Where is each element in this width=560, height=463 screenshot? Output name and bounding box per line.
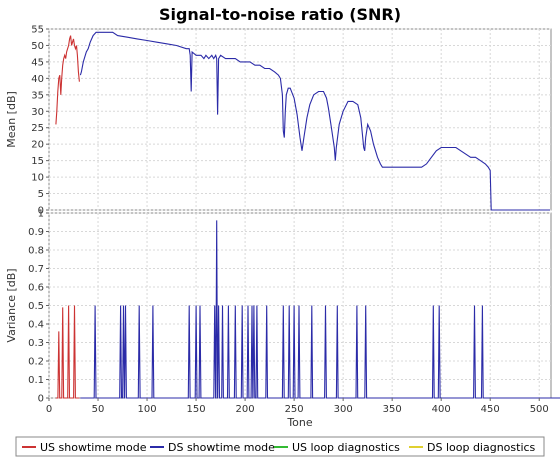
series-spikes xyxy=(55,305,80,399)
variance-y-axis-label: Variance [dB] xyxy=(5,268,18,342)
legend-label: US loop diagnostics xyxy=(292,441,400,454)
x-tick-label: 200 xyxy=(236,404,255,415)
y-tick-label: 0.7 xyxy=(28,264,44,275)
y-tick-label: 0.2 xyxy=(28,357,44,368)
x-axis-label: Tone xyxy=(286,416,313,429)
variance-series-lines xyxy=(55,220,560,399)
y-tick-label: 0 xyxy=(38,206,44,217)
y-tick-label: 0 xyxy=(38,394,44,405)
y-tick-label: 50 xyxy=(31,41,44,52)
legend-label: DS showtime mode xyxy=(168,441,275,454)
x-tick-label: 50 xyxy=(92,404,105,415)
y-tick-label: 10 xyxy=(31,173,44,184)
legend: US showtime mode DS showtime mode US loop … xyxy=(15,436,545,457)
mean-series-lines xyxy=(55,31,550,211)
y-tick-label: 0.5 xyxy=(28,301,44,312)
y-tick-label: 0.1 xyxy=(28,375,44,386)
legend-label: DS loop diagnostics xyxy=(427,441,536,454)
y-tick-label: 1 xyxy=(38,209,44,220)
x-tick-label: 450 xyxy=(481,404,500,415)
y-tick-label: 0.6 xyxy=(28,283,44,294)
y-tick-label: 0.4 xyxy=(28,320,44,331)
x-tick-label: 500 xyxy=(530,404,549,415)
y-tick-label: 45 xyxy=(31,57,44,68)
mean-y-ticks: 0 5 10 15 20 25 30 35 40 45 50 55 xyxy=(31,25,49,217)
y-tick-label: 15 xyxy=(31,156,44,167)
x-tick-label: 150 xyxy=(187,404,206,415)
chart-title: Signal-to-noise ratio (SNR) xyxy=(159,5,401,24)
series-spikes xyxy=(80,220,560,399)
x-tick-label: 350 xyxy=(383,404,402,415)
variance-panel: 0 0.1 0.2 0.3 0.4 0.5 0.6 0.7 0.8 0.9 1 Variance [… xyxy=(5,209,560,405)
y-tick-label: 40 xyxy=(31,74,44,85)
y-tick-label: 0.8 xyxy=(28,246,44,257)
legend-label: US showtime mode xyxy=(40,441,147,454)
y-tick-label: 30 xyxy=(31,107,44,118)
y-tick-label: 25 xyxy=(31,123,44,134)
x-tick-label: 400 xyxy=(432,404,451,415)
y-tick-label: 35 xyxy=(31,90,44,101)
x-tick-label: 250 xyxy=(285,404,304,415)
y-tick-label: 20 xyxy=(31,140,44,151)
variance-y-ticks: 0 0.1 0.2 0.3 0.4 0.5 0.6 0.7 0.8 0.9 1 xyxy=(28,209,49,405)
x-tick-label: 100 xyxy=(138,404,157,415)
mean-y-axis-label: Mean [dB] xyxy=(5,91,18,148)
y-tick-label: 55 xyxy=(31,25,44,36)
mean-panel: 0 5 10 15 20 25 30 35 40 45 50 55 Mean [dB] xyxy=(5,25,552,217)
y-tick-label: 0.3 xyxy=(28,338,44,349)
mean-plot-area xyxy=(48,28,552,211)
x-ticks: 0 50 100 150 200 250 300 350 400 450 500 xyxy=(46,398,549,415)
y-tick-label: 5 xyxy=(38,189,44,200)
series-line xyxy=(79,31,550,211)
y-tick-label: 0.9 xyxy=(28,227,44,238)
x-tick-label: 0 xyxy=(46,404,52,415)
series-line xyxy=(55,35,80,125)
x-tick-label: 300 xyxy=(334,404,353,415)
